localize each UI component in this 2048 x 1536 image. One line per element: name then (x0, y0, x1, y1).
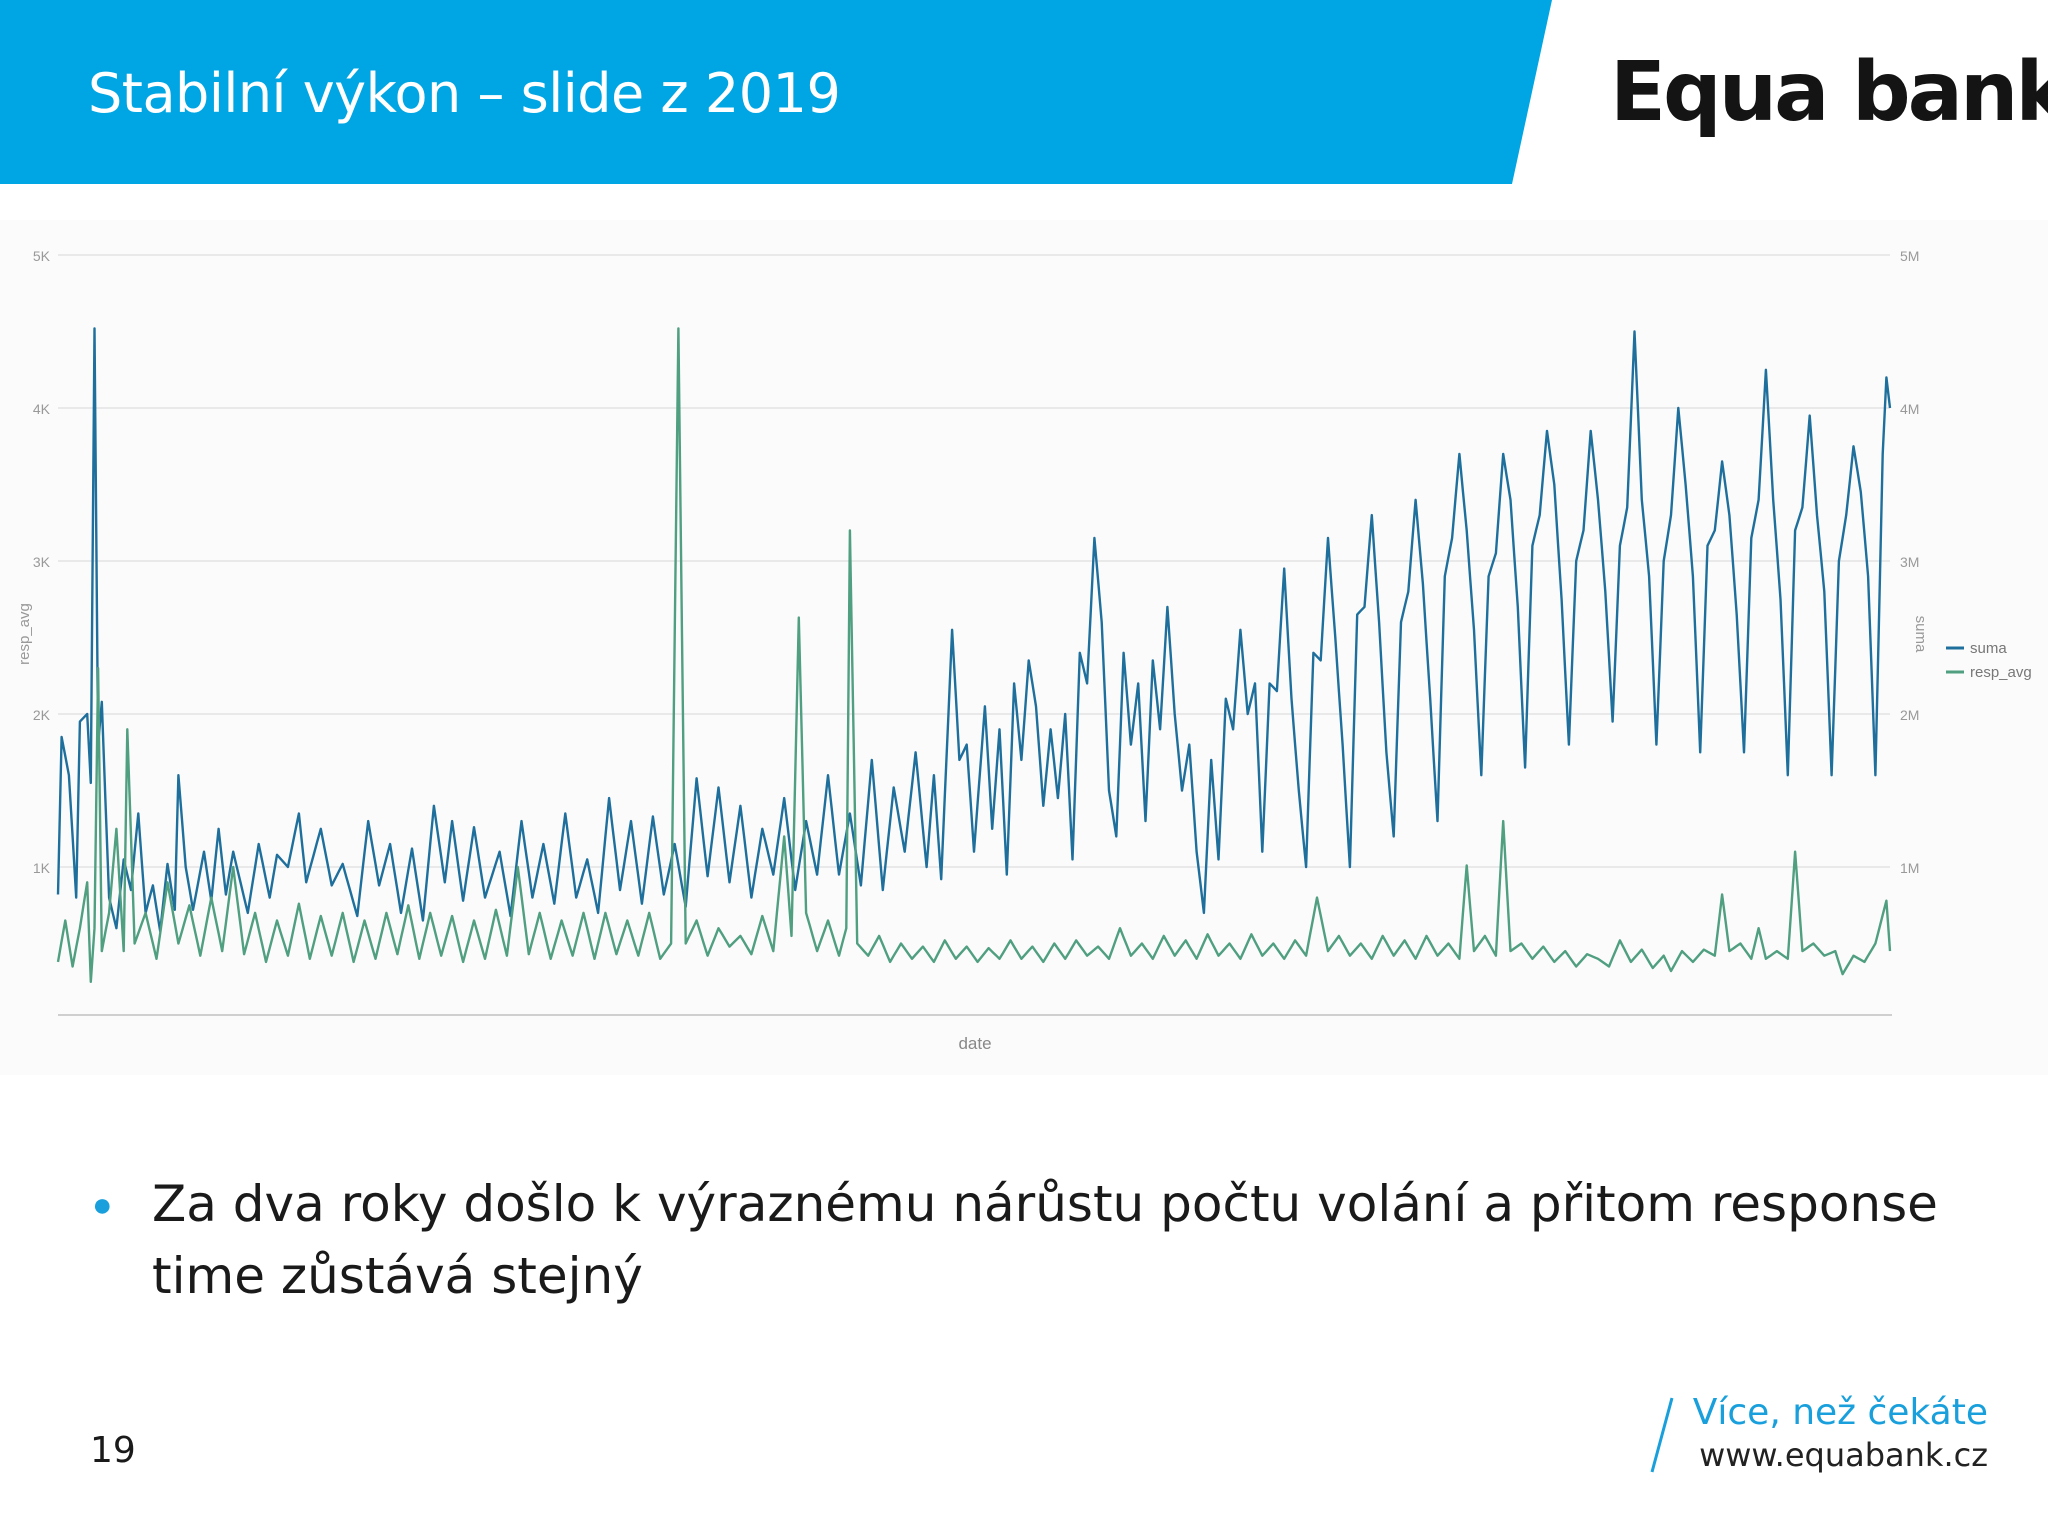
x-axis-label: date (958, 1034, 991, 1053)
right-tick-label: 3M (1900, 554, 1919, 570)
left-tick-label: 5K (33, 248, 51, 264)
left-tick-label: 3K (33, 554, 51, 570)
legend-label: suma (1970, 640, 2007, 657)
axis-ticks: 1K 2K 3K 4K 5K 1M 2M 3M 4M 5M (33, 248, 1920, 876)
right-tick-label: 2M (1900, 707, 1919, 723)
chart-legend: suma resp_avg (1946, 640, 2032, 681)
header-band (0, 0, 1552, 184)
left-tick-label: 4K (33, 401, 51, 417)
left-tick-label: 2K (33, 707, 51, 723)
right-axis-label: suma (1912, 616, 1929, 653)
series-line-resp-avg (56, 327, 1892, 983)
slogan-slash-icon (1650, 1397, 1674, 1473)
slogan: Více, než čekáte (1692, 1392, 1988, 1433)
line-chart: 1K 2K 3K 4K 5K 1M 2M 3M 4M 5M suma resp_avg date r… (16, 248, 2032, 1053)
right-tick-label: 4M (1900, 401, 1919, 417)
page-number: 19 (90, 1430, 136, 1471)
grid-lines (58, 254, 1892, 1016)
left-axis-label: resp_avg (16, 603, 33, 665)
right-tick-label: 5M (1900, 248, 1919, 264)
legend-label: resp_avg (1970, 664, 2032, 681)
website: www.equabank.cz (1699, 1436, 1988, 1474)
series-lines (56, 327, 1892, 983)
bullet-dot-icon: ● (92, 1186, 113, 1224)
left-tick-label: 1K (33, 860, 51, 876)
chart-panel: 1K 2K 3K 4K 5K 1M 2M 3M 4M 5M suma resp_avg date r… (0, 220, 2048, 1075)
right-tick-label: 1M (1900, 860, 1919, 876)
bullet-text: Za dva roky došlo k výraznému nárůstu po… (152, 1175, 1938, 1305)
equa-bank-logo: Equa bank (1610, 45, 2048, 140)
slide-title: Stabilní výkon – slide z 2019 (88, 62, 841, 125)
series-line-suma (56, 327, 1892, 933)
